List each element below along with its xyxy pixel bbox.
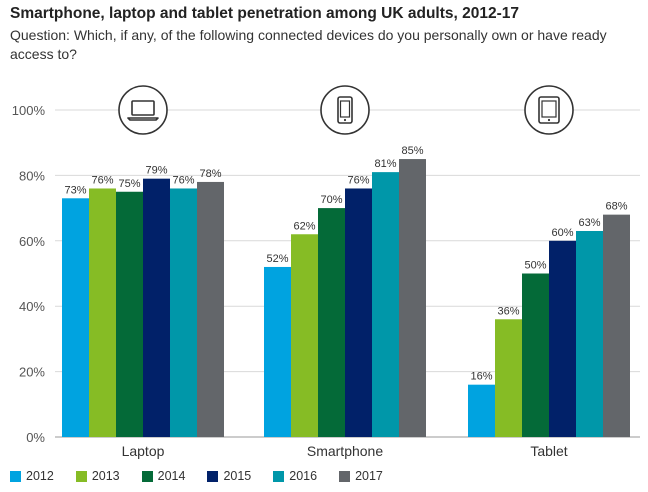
legend-item-2014: 2014 bbox=[141, 469, 186, 483]
data-label: 16% bbox=[470, 371, 492, 383]
y-tick-label: 40% bbox=[19, 299, 45, 314]
bar-smartphone-2017 bbox=[399, 159, 426, 438]
legend-label: 2013 bbox=[91, 469, 120, 483]
chart-subtitle: Question: Which, if any, of the followin… bbox=[10, 27, 607, 62]
x-category-label: Laptop bbox=[122, 443, 165, 459]
y-tick-label: 60% bbox=[19, 234, 45, 249]
x-category-label: Smartphone bbox=[307, 443, 383, 459]
bar-smartphone-2012 bbox=[264, 266, 291, 437]
y-tick-label: 80% bbox=[19, 168, 45, 183]
bar-smartphone-2016 bbox=[372, 172, 399, 437]
legend-label: 2017 bbox=[355, 469, 383, 483]
data-label: 52% bbox=[266, 253, 288, 265]
data-label: 76% bbox=[91, 174, 113, 186]
data-label: 50% bbox=[524, 260, 546, 272]
chart-title: Smartphone, laptop and tablet penetratio… bbox=[10, 5, 519, 22]
y-tick-label: 0% bbox=[26, 430, 45, 445]
y-tick-label: 100% bbox=[12, 103, 46, 118]
bar-smartphone-2013 bbox=[291, 234, 318, 437]
bar-laptop-2016 bbox=[170, 188, 197, 437]
legend-item-2016: 2016 bbox=[273, 469, 317, 483]
legend-item-2017: 2017 bbox=[339, 469, 383, 483]
legend-item-2013: 2013 bbox=[75, 469, 120, 483]
data-label: 81% bbox=[374, 158, 396, 170]
legend-item-2012: 2012 bbox=[10, 469, 54, 483]
bar-smartphone-2015 bbox=[345, 188, 372, 437]
data-label: 63% bbox=[578, 217, 600, 229]
data-label: 73% bbox=[64, 184, 86, 196]
tablet-icon bbox=[524, 85, 574, 135]
legend-swatch bbox=[75, 470, 87, 482]
legend-item-2015: 2015 bbox=[207, 469, 251, 483]
legend-swatch bbox=[141, 470, 153, 482]
data-label: 79% bbox=[145, 165, 167, 177]
bar-tablet-2014 bbox=[522, 273, 549, 437]
bar-tablet-2016 bbox=[576, 230, 603, 437]
bar-smartphone-2014 bbox=[318, 208, 345, 437]
legend-swatch bbox=[10, 470, 21, 482]
bar-tablet-2015 bbox=[549, 240, 576, 437]
data-label: 68% bbox=[605, 201, 627, 213]
data-label: 76% bbox=[172, 174, 194, 186]
legend-label: 2012 bbox=[26, 469, 54, 483]
legend-label: 2016 bbox=[289, 469, 318, 483]
data-label: 36% bbox=[497, 305, 519, 317]
legend-label: 2015 bbox=[223, 469, 252, 483]
laptop-icon bbox=[118, 85, 168, 135]
smartphone-icon bbox=[320, 85, 370, 135]
bar-tablet-2012 bbox=[468, 384, 495, 437]
bar-tablet-2017 bbox=[603, 214, 630, 437]
data-label: 78% bbox=[199, 168, 221, 180]
data-label: 85% bbox=[401, 145, 423, 157]
y-tick-label: 20% bbox=[19, 365, 45, 380]
legend-label: 2014 bbox=[157, 469, 186, 483]
bar-laptop-2013 bbox=[89, 188, 116, 437]
data-label: 70% bbox=[320, 194, 342, 206]
data-label: 62% bbox=[293, 220, 315, 232]
bar-laptop-2012 bbox=[62, 198, 89, 437]
legend-swatch bbox=[207, 470, 219, 482]
x-category-label: Tablet bbox=[530, 443, 567, 459]
bar-laptop-2014 bbox=[116, 191, 143, 437]
legend: 2012 2013 2014 2015 2016 2017 bbox=[10, 469, 405, 483]
data-label: 76% bbox=[347, 174, 369, 186]
data-label: 60% bbox=[551, 227, 573, 239]
bar-tablet-2013 bbox=[495, 319, 522, 437]
legend-swatch bbox=[273, 470, 285, 482]
data-label: 75% bbox=[118, 178, 140, 190]
bar-laptop-2017 bbox=[197, 181, 224, 437]
bar-laptop-2015 bbox=[143, 178, 170, 438]
legend-swatch bbox=[339, 470, 351, 482]
